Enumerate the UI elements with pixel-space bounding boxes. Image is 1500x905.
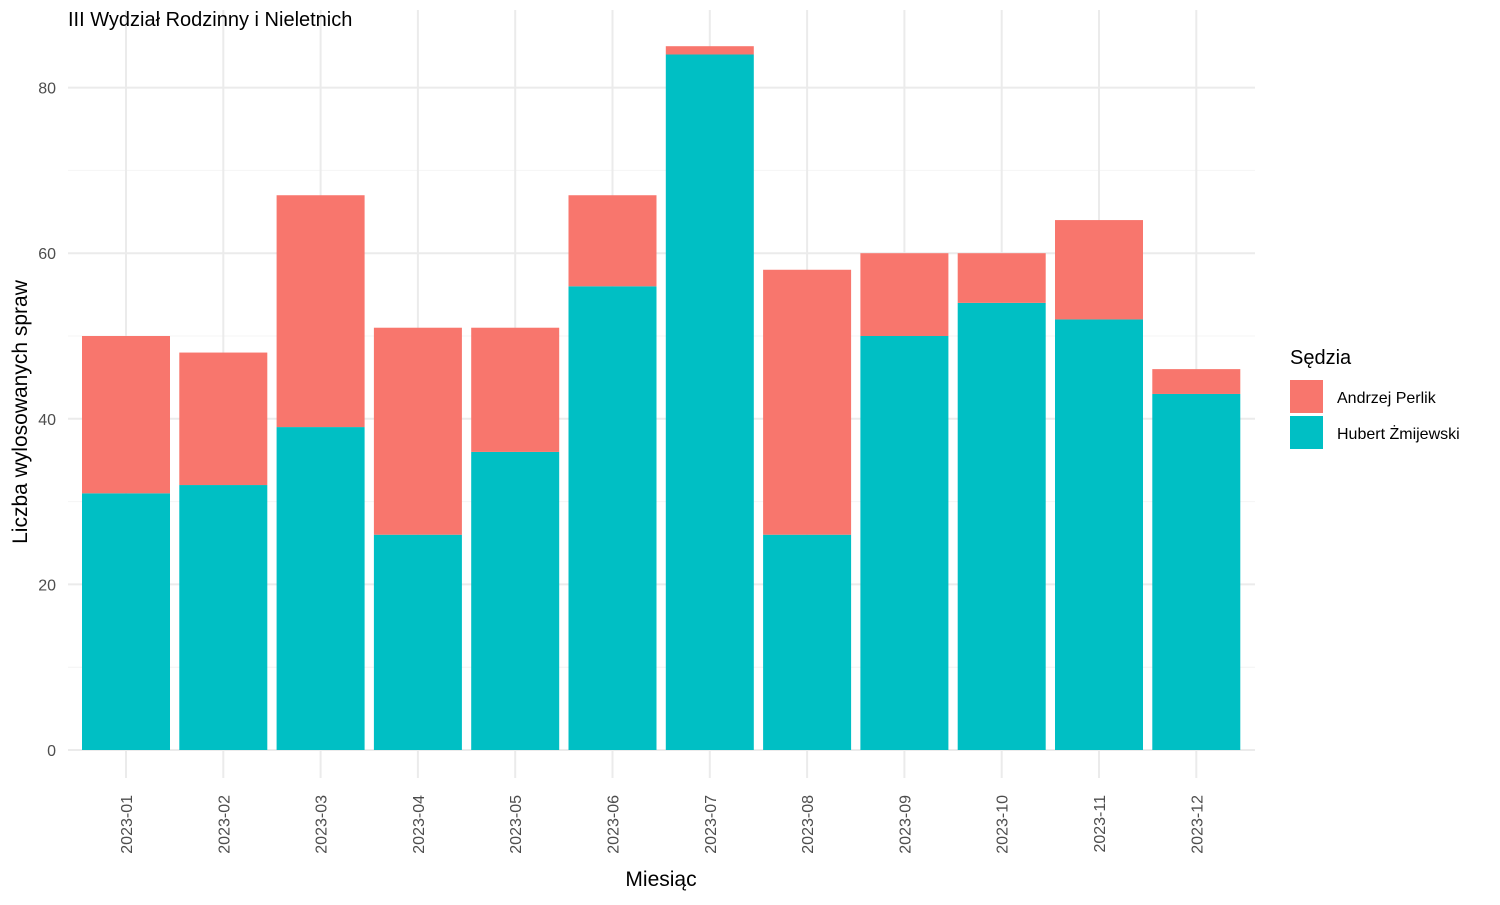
x-tick-label: 2023-10 [995,795,1012,854]
x-tick-label: 2023-12 [1189,795,1206,854]
bar-segment [568,195,657,287]
legend-title: Sędzia [1290,347,1352,369]
bar-segment [471,327,560,452]
x-tick-label: 2023-04 [411,795,428,854]
bar-segment [1055,220,1143,320]
y-axis-title: Liczba wylosowanych spraw [9,279,32,544]
y-tick-label: 80 [38,81,56,98]
bar-segment [82,493,170,750]
y-tick-label: 20 [38,577,56,594]
legend-swatch [1290,380,1323,413]
y-tick-label: 40 [38,412,56,429]
legend-label: Andrzej Perlik [1337,390,1437,407]
bar-segment [665,46,754,55]
bar-segment [957,302,1046,750]
x-tick-label: 2023-07 [703,795,720,854]
bar-segment [179,485,268,750]
y-tick-label: 0 [47,743,56,760]
x-tick-label: 2023-06 [606,795,623,854]
bar-segment [276,195,365,428]
legend: Sędzia Andrzej Perlik Hubert Żmijewski [1290,347,1460,449]
bar-segment [763,534,852,750]
bar-segment [860,253,949,336]
x-tick-label: 2023-08 [800,795,817,854]
bar-segment [665,54,754,751]
bar-segment [471,451,560,750]
axis-layer: 0 20 40 60 80 2023-01 2023-02 2023-03 2023-04 202… [38,81,1206,854]
x-tick-label: 2023-01 [119,795,136,854]
bar-segment [179,352,268,486]
bar-segment [763,269,852,535]
bar-segment [1152,393,1241,750]
x-axis-title: Miesiąc [625,868,696,891]
bar-segment [957,253,1046,303]
x-tick-label: 2023-09 [897,795,914,854]
bar-segment [1055,319,1143,750]
legend-items: Andrzej Perlik Hubert Żmijewski [1290,380,1460,449]
y-tick-label: 60 [38,246,56,263]
bar-segment [1152,369,1241,394]
legend-swatch [1290,416,1323,449]
bar-segment [860,336,949,750]
x-tick-label: 2023-11 [1092,795,1109,853]
chart-title: III Wydział Rodzinny i Nieletnich [68,9,352,31]
x-tick-label: 2023-02 [216,795,233,854]
bar-segment [276,427,365,750]
legend-label: Hubert Żmijewski [1337,424,1460,443]
bar-layer [82,46,1241,751]
bar-segment [82,336,170,494]
bar-segment [373,327,462,535]
bar-segment [373,534,462,750]
x-tick-label: 2023-05 [508,795,525,854]
x-tick-label: 2023-03 [314,795,331,854]
bar-segment [568,286,657,750]
